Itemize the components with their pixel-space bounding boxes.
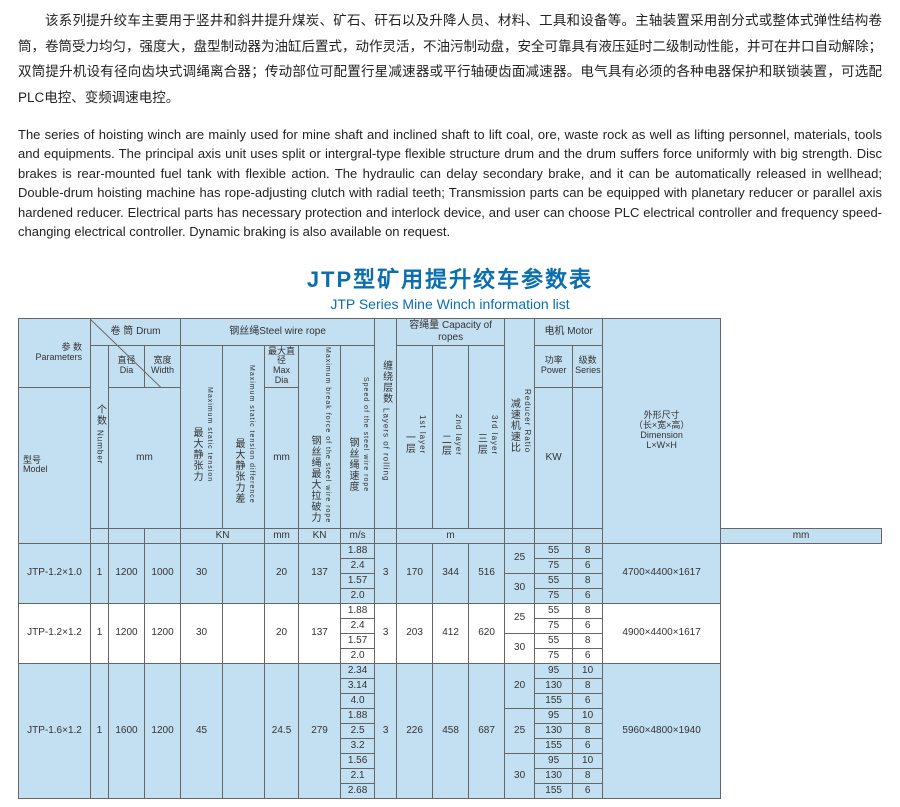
table-title-en: JTP Series Mine Winch information list bbox=[18, 296, 882, 312]
description-cn: 该系列提升绞车主要用于竖井和斜井提升煤炭、矿石、矸石以及升降人员、材料、工具和设… bbox=[18, 8, 882, 111]
model-cell: JTP-1.6×1.2 bbox=[19, 663, 91, 798]
model-cell: JTP-1.2×1.0 bbox=[19, 543, 91, 603]
description-en: The series of hoisting winch are mainly … bbox=[18, 125, 882, 242]
spec-table: 参 数Parameters 卷 筒 Drum 钢丝绳Steel wire rop… bbox=[18, 318, 882, 799]
table-body: JTP-1.2×1.011200100030201371.88317034451… bbox=[19, 543, 882, 798]
model-cell: JTP-1.2×1.2 bbox=[19, 603, 91, 663]
table-title-cn: JTP型矿用提升绞车参数表 bbox=[18, 262, 882, 294]
